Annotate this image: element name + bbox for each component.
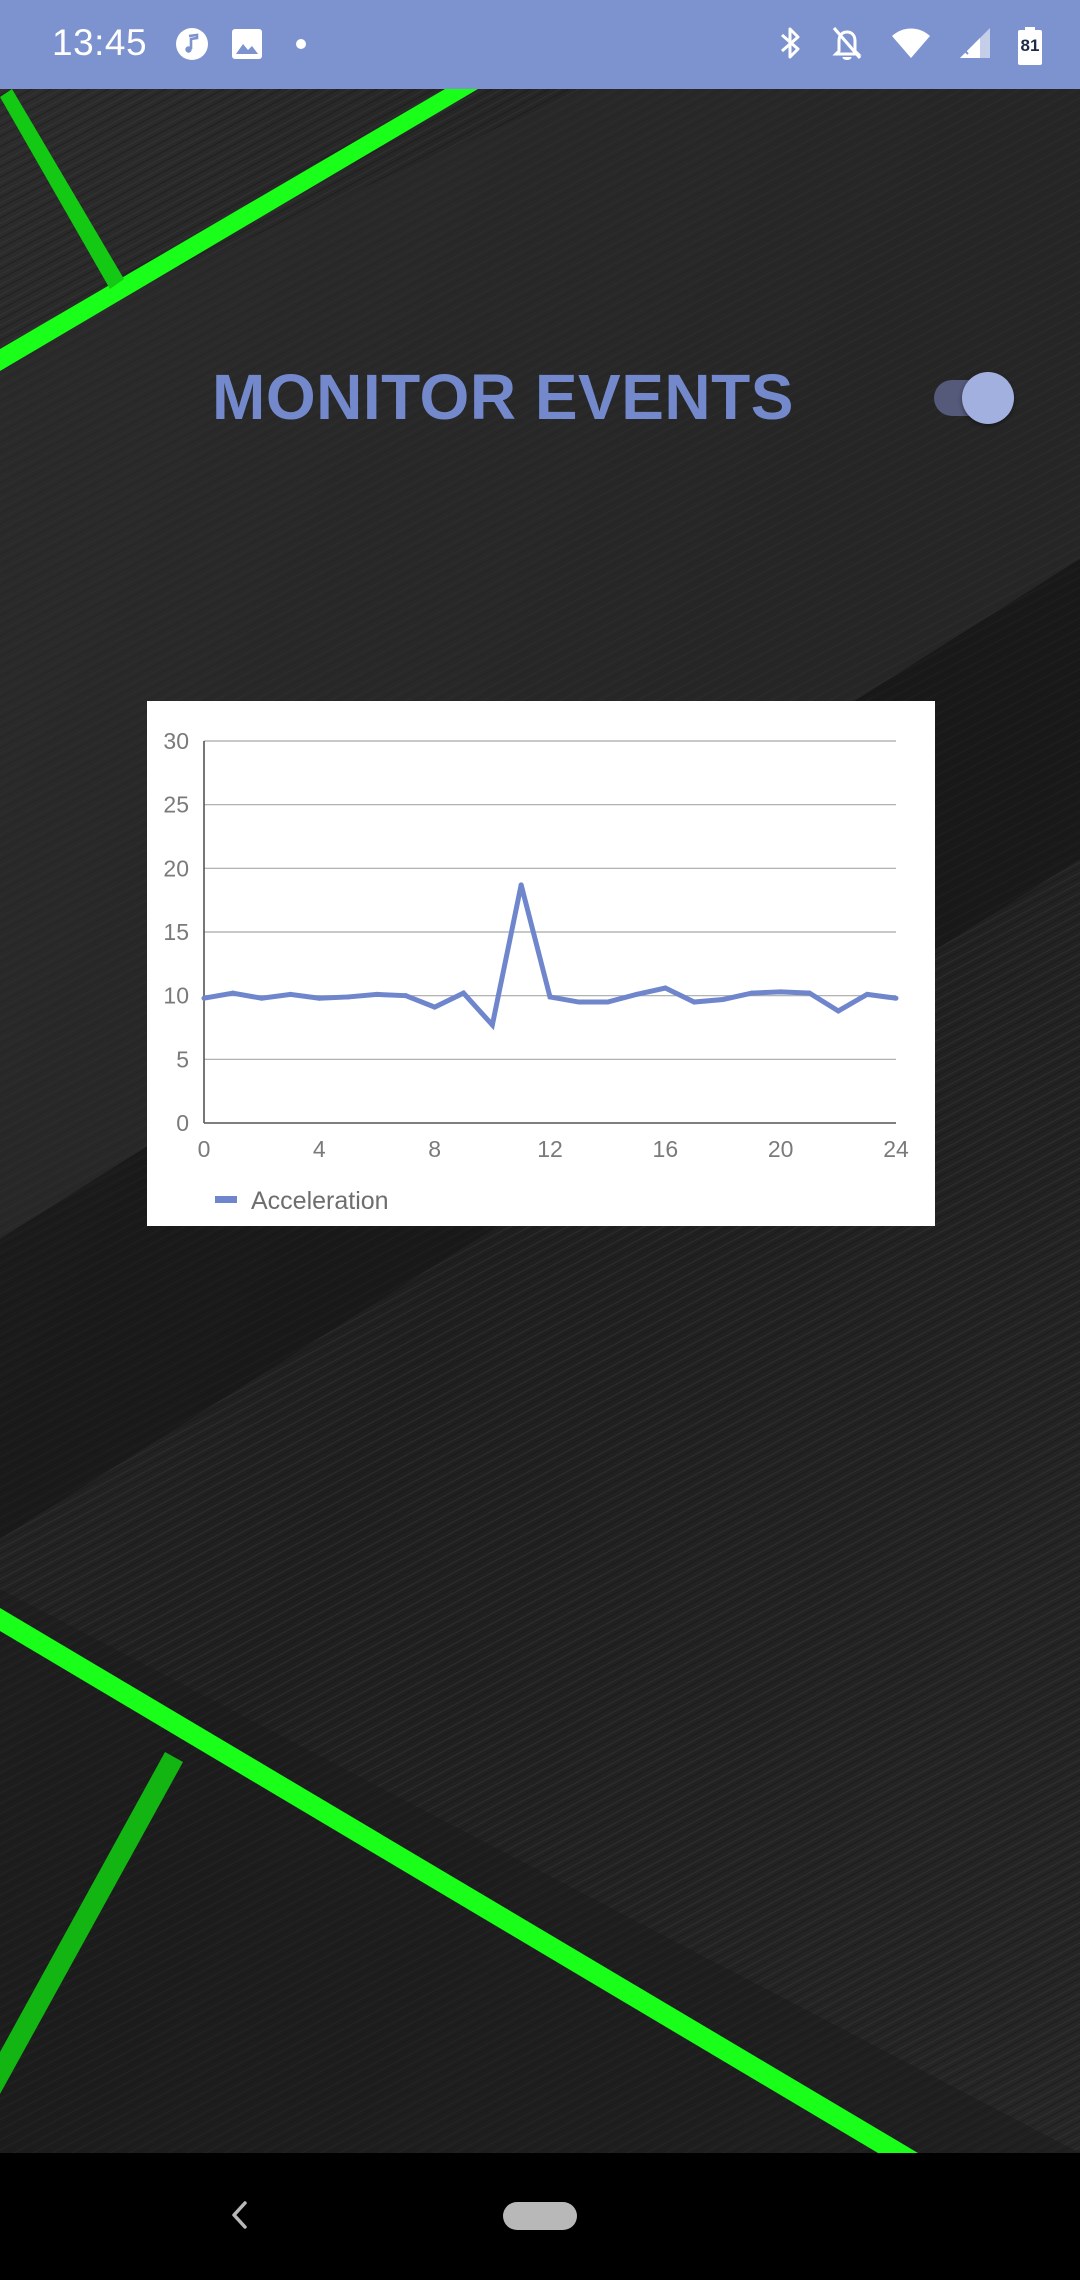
battery-level: 81	[1020, 35, 1040, 55]
chart-legend: Acceleration	[215, 1187, 389, 1215]
y-tick-label: 10	[163, 983, 189, 1009]
status-time: 13:45	[52, 22, 148, 63]
chart-gridlines	[203, 740, 896, 1124]
notifications-off-icon	[830, 24, 864, 67]
navigation-bar	[0, 2153, 1080, 2280]
data-point	[374, 991, 380, 997]
acceleration-chart: 0 5 10 15 20 25 30 0 4 8 12 16 20 24 Acceleration	[147, 701, 935, 1226]
music-note-icon	[174, 26, 210, 67]
legend-label: Acceleration	[251, 1187, 389, 1215]
y-tick-label: 5	[176, 1046, 189, 1072]
image-icon	[230, 27, 264, 66]
chart-y-axis: 0 5 10 15 20 25 30	[163, 728, 189, 1136]
y-tick-label: 15	[163, 919, 189, 945]
chevron-left-icon[interactable]	[225, 2195, 255, 2235]
chart-svg: 0 5 10 15 20 25 30 0 4 8 12 16 20 24 Acceleration	[163, 728, 909, 1215]
data-point	[403, 993, 409, 999]
home-pill-icon[interactable]	[503, 2202, 577, 2230]
data-point	[230, 990, 236, 996]
status-right-icons: 81	[778, 24, 1042, 67]
data-point	[749, 990, 755, 996]
x-tick-label: 12	[537, 1136, 563, 1162]
x-tick-label: 16	[653, 1136, 679, 1162]
y-tick-label: 25	[163, 792, 189, 818]
data-point	[288, 991, 293, 997]
chart-series	[201, 882, 899, 1031]
page-title: MONITOR EVENTS	[212, 361, 794, 433]
data-point	[691, 999, 697, 1005]
data-point	[518, 882, 524, 888]
x-tick-label: 24	[883, 1136, 909, 1162]
data-point	[778, 989, 784, 995]
dot-icon	[284, 27, 318, 66]
legend-swatch	[215, 1196, 237, 1203]
data-point	[316, 995, 322, 1001]
data-point	[345, 994, 351, 1000]
data-point	[547, 994, 553, 1000]
wifi-icon	[890, 26, 932, 65]
x-tick-label: 8	[428, 1136, 441, 1162]
status-left-icons	[174, 26, 318, 67]
data-point	[576, 999, 582, 1005]
x-tick-label: 0	[198, 1136, 211, 1162]
data-point	[662, 985, 668, 991]
y-tick-label: 0	[176, 1110, 189, 1136]
chart-x-axis: 0 4 8 12 16 20 24	[198, 1136, 909, 1162]
x-tick-label: 20	[768, 1136, 794, 1162]
acceleration-series-line	[203, 884, 897, 1031]
signal-icon	[958, 26, 992, 65]
status-bar: 13:45	[0, 0, 1080, 89]
data-point	[259, 995, 265, 1001]
data-point	[605, 999, 611, 1005]
battery-icon: 81	[1018, 26, 1042, 65]
x-tick-label: 4	[313, 1136, 326, 1162]
data-point	[461, 990, 466, 996]
data-point	[634, 991, 639, 997]
data-point	[201, 995, 207, 1001]
data-point	[489, 1022, 495, 1028]
data-point	[720, 996, 726, 1002]
data-point	[807, 990, 812, 996]
y-tick-label: 30	[163, 728, 189, 754]
y-tick-label: 20	[163, 855, 189, 881]
data-point	[835, 1008, 841, 1014]
toggle-thumb	[962, 372, 1014, 424]
monitor-toggle[interactable]	[934, 372, 1014, 424]
data-point	[864, 991, 870, 997]
bluetooth-icon	[778, 24, 804, 67]
data-point	[432, 1004, 438, 1010]
data-point	[893, 995, 899, 1001]
